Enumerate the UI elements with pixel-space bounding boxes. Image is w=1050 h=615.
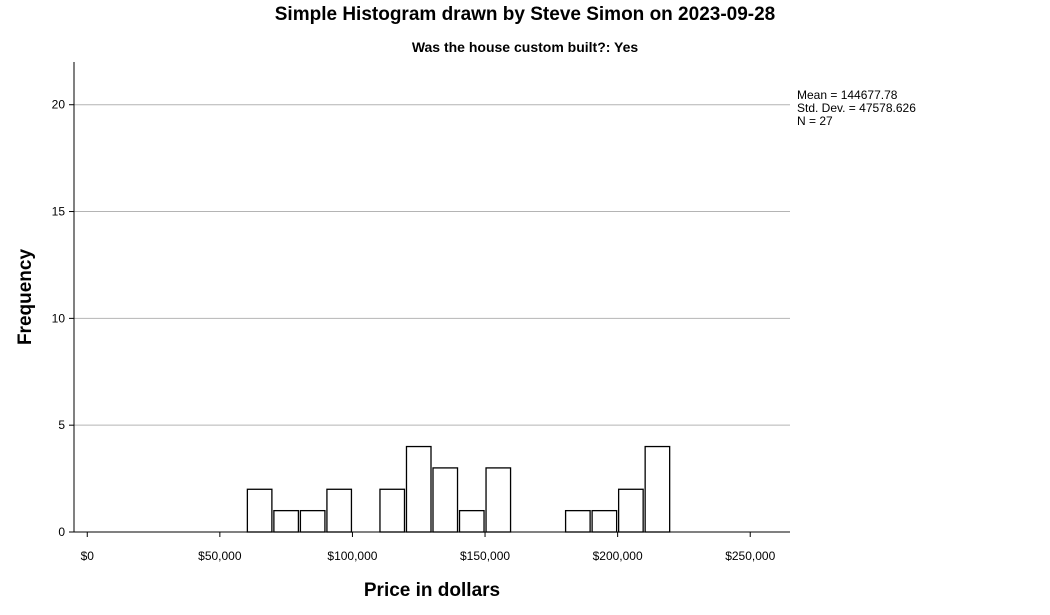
histogram-bar: [432, 467, 459, 533]
histogram-bar: [617, 488, 644, 533]
histogram-bar: [246, 488, 273, 533]
histogram-bar: [591, 509, 618, 533]
histogram-bar: [379, 488, 406, 533]
histogram-bar: [644, 445, 671, 533]
y-tick-label: 0: [58, 525, 65, 539]
chart-subtitle: Was the house custom built?: Yes: [411, 39, 639, 55]
x-tick-label: $250,000: [725, 549, 775, 563]
histogram-bar: [485, 467, 512, 533]
y-tick-label: 5: [58, 418, 65, 432]
stats-n: N = 27: [797, 114, 833, 128]
histogram-bar: [458, 509, 485, 533]
histogram-bar: [564, 509, 591, 533]
histogram-bar: [273, 509, 300, 533]
y-tick-label: 20: [52, 98, 66, 112]
x-tick-label: $100,000: [327, 549, 377, 563]
y-tick-label: 15: [52, 205, 66, 219]
x-tick-label: $200,000: [593, 549, 643, 563]
x-tick-label: $150,000: [460, 549, 510, 563]
stats-mean: Mean = 144677.78: [797, 88, 898, 102]
histogram-bar: [299, 509, 326, 533]
x-tick-label: $0: [81, 549, 95, 563]
histogram-bar: [326, 488, 353, 533]
x-axis-label: Price in dollars: [363, 580, 501, 601]
y-tick-label: 10: [52, 311, 66, 325]
histogram-bar: [405, 445, 432, 533]
stats-std-dev: Std. Dev. = 47578.626: [797, 101, 916, 115]
chart-title: Simple Histogram drawn by Steve Simon on…: [274, 4, 776, 25]
x-tick-label: $50,000: [198, 549, 242, 563]
stats-legend: Mean = 144677.78 Std. Dev. = 47578.626 N…: [797, 89, 916, 128]
